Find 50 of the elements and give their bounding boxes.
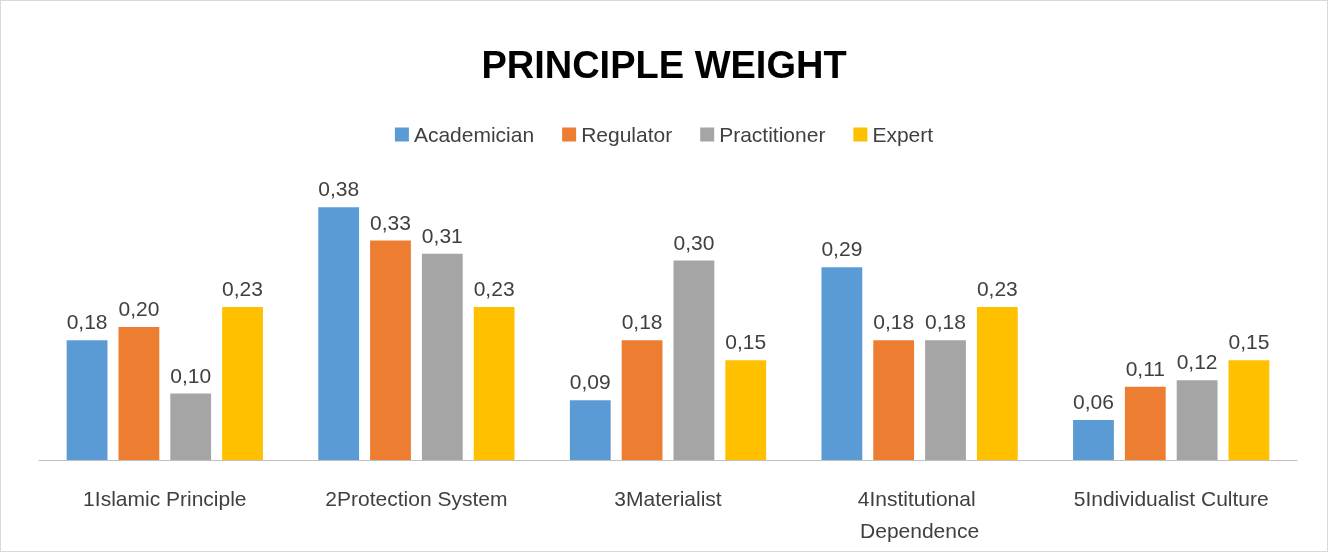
bar [873, 340, 915, 460]
bar [1124, 386, 1166, 460]
legend-label: Academician [413, 123, 535, 146]
data-label: 0,18 [873, 310, 915, 334]
bar [473, 307, 515, 460]
bar [621, 340, 663, 460]
data-label: 0,12 [1176, 350, 1218, 374]
bar [725, 360, 767, 460]
data-label: 0,09 [569, 370, 611, 394]
data-label: 0,15 [725, 330, 767, 354]
data-label: 0,33 [370, 210, 411, 234]
chart-title: PRINCIPLE WEIGHT [481, 44, 847, 86]
bar [421, 253, 463, 460]
bar [170, 393, 212, 460]
bar [1073, 420, 1114, 460]
data-label: 0,23 [473, 277, 515, 301]
bar [976, 307, 1018, 460]
data-label: 0,23 [976, 277, 1018, 301]
bar [1176, 380, 1218, 460]
bar [569, 400, 611, 460]
data-label: 0,18 [925, 310, 966, 334]
x-tick-label: 2Protection System [325, 486, 508, 510]
data-label: 0,15 [1228, 330, 1270, 354]
x-tick-label: 4Institutional Dependence [857, 486, 982, 542]
bar [66, 340, 108, 460]
data-label: 0,20 [118, 297, 160, 320]
bar [1228, 360, 1270, 460]
data-label: 0,10 [170, 363, 212, 387]
bar [821, 267, 863, 460]
bar [118, 327, 160, 460]
data-label: 0,18 [621, 310, 663, 334]
data-label: 0,30 [673, 230, 715, 254]
legend-label: Practitioner [719, 123, 826, 146]
legend-label: Expert [872, 123, 934, 146]
bar [370, 240, 411, 460]
x-tick-label: 3Materialist [614, 486, 722, 510]
data-label: 0,11 [1125, 356, 1165, 380]
bar [673, 260, 715, 460]
data-label: 0,18 [66, 310, 108, 334]
data-label: 0,38 [318, 177, 360, 201]
data-label: 0,31 [421, 223, 463, 247]
bar [222, 307, 263, 460]
data-label: 0,23 [222, 277, 263, 301]
x-tick-label: 1Islamic Principle [83, 486, 247, 510]
bar [318, 207, 360, 460]
legend-label: Regulator [581, 123, 673, 146]
bar [925, 340, 966, 460]
data-label: 0,06 [1073, 390, 1114, 414]
data-label: 0,29 [821, 237, 863, 261]
x-tick-label: 5Individualist Culture [1073, 486, 1269, 510]
